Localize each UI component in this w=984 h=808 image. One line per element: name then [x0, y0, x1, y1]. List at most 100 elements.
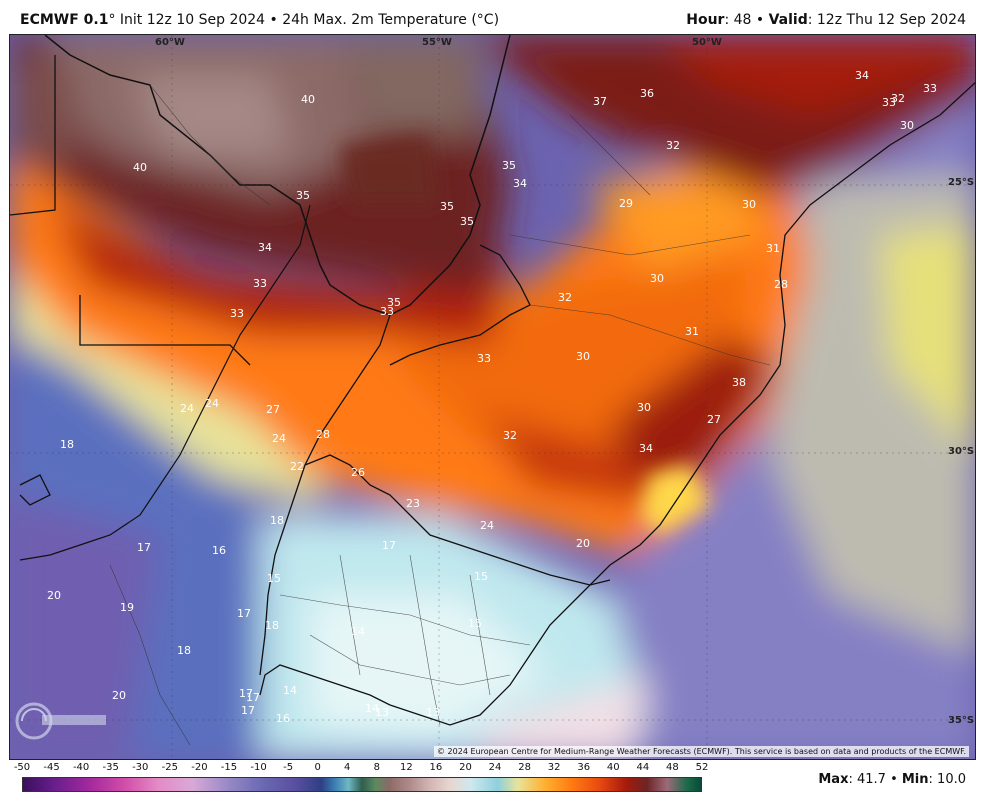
- colorbar-tick-label: -50: [13, 762, 31, 773]
- temp-label: 20: [576, 537, 590, 550]
- valid-value: : 12z Thu 12 Sep 2024: [807, 12, 966, 28]
- internal-borders: [109, 84, 771, 746]
- temp-label: 30: [900, 119, 914, 132]
- colorbar-tick-label: 0: [314, 762, 321, 773]
- max-label: Max: [818, 772, 849, 787]
- colorbar-tick-label: -30: [132, 762, 149, 773]
- colorbar-tick-label: -40: [72, 762, 90, 773]
- temp-label: 18: [270, 514, 284, 527]
- colorbar-tick-label: -35: [102, 762, 119, 773]
- hour-label: Hour: [686, 12, 725, 28]
- temperature-map[interactable]: 60°W 55°W 50°W 25°S 30°S 35°S 34 32 33 3…: [10, 35, 976, 760]
- temp-label: 27: [266, 403, 280, 416]
- temp-label: 35: [502, 159, 516, 172]
- temp-label: 20: [47, 589, 61, 602]
- colorbar-tick-label: 12: [399, 762, 413, 773]
- temp-label: 14: [283, 684, 297, 697]
- colorbar-tick-label: -15: [220, 762, 238, 773]
- lat-label: 35°S: [948, 715, 974, 726]
- forecast-time: Hour: 48 • Valid: 12z Thu 12 Sep 2024: [686, 12, 966, 28]
- colorbar-tick-label: 4: [344, 762, 351, 773]
- min-label: Min: [901, 772, 929, 787]
- temp-label: 24: [272, 432, 286, 445]
- temp-label: 24: [180, 402, 194, 415]
- colorbar-tick-label: -45: [43, 762, 60, 773]
- model-name: ECMWF 0.1: [20, 12, 109, 28]
- temp-label: 14: [351, 625, 365, 638]
- max-value: : 41.7 •: [848, 772, 902, 787]
- temp-label: 28: [316, 428, 330, 441]
- map-panel[interactable]: 60°W 55°W 50°W 25°S 30°S 35°S 34 32 33 3…: [9, 34, 976, 760]
- lat-label: 30°S: [948, 446, 974, 457]
- lat-label: 25°S: [948, 177, 974, 188]
- lon-label: 55°W: [422, 37, 452, 48]
- temp-label: 38: [732, 376, 746, 389]
- temp-label: 33: [477, 352, 491, 365]
- colorbar-tick-label: 44: [636, 762, 650, 773]
- colorbar-tick-label: 8: [373, 762, 380, 773]
- temp-label: 35: [296, 189, 310, 202]
- temp-label: 33: [230, 307, 244, 320]
- temp-label: 34: [513, 177, 527, 190]
- graticule: [10, 35, 975, 759]
- hour-value: : 48 •: [724, 12, 769, 28]
- colorbar-tick-label: 16: [429, 762, 443, 773]
- temp-label: 32: [503, 429, 517, 442]
- max-min-stats: Max: 41.7 • Min: 10.0: [818, 772, 966, 787]
- colorbar-tick-label: 28: [518, 762, 531, 773]
- temperature-labels: 34 32 33 33 30 37 36 40 32 35 34 40 35 3…: [47, 69, 937, 725]
- colorbar-tick-label: -20: [191, 762, 208, 773]
- temp-label: 33: [253, 277, 267, 290]
- colorbar-tick-label: -25: [161, 762, 178, 773]
- valid-label: Valid: [768, 12, 808, 28]
- temp-label: 17: [241, 704, 255, 717]
- temp-label: 32: [558, 291, 572, 304]
- title-text: ° Init 12z 10 Sep 2024 • 24h Max. 2m Tem…: [108, 12, 500, 28]
- temp-label: 17: [382, 539, 396, 552]
- colorbar: -50 -45 -40 -35 -30 -25 -20 -15 -10 -5 0 4 8 12 16 20 24…: [14, 762, 709, 802]
- temp-label: 31: [685, 325, 699, 338]
- temp-label: 32: [666, 139, 680, 152]
- header: ECMWF 0.1° Init 12z 10 Sep 2024 • 24h Ma…: [0, 0, 984, 34]
- temp-label: 18: [177, 644, 191, 657]
- colorbar-tick-label: 40: [606, 762, 620, 773]
- temp-label: 16: [276, 712, 290, 725]
- colorbar-tick-label: 52: [695, 762, 709, 773]
- temp-label: 40: [133, 161, 147, 174]
- temp-label: 30: [742, 198, 756, 211]
- map-boundaries: [10, 35, 975, 726]
- temp-label: 24: [205, 397, 219, 410]
- temp-label: 34: [855, 69, 869, 82]
- temp-label: 30: [650, 272, 664, 285]
- colorbar-tick-label: 48: [666, 762, 679, 773]
- temp-label: 37: [593, 95, 607, 108]
- temp-label: 16: [212, 544, 226, 557]
- temp-label: 13: [426, 706, 440, 719]
- temp-label: 31: [766, 242, 780, 255]
- temp-label: 23: [406, 497, 420, 510]
- temp-label: 33: [380, 305, 394, 318]
- temp-label: 19: [120, 601, 134, 614]
- colorbar-tick-label: -5: [283, 762, 294, 773]
- temp-label: 32: [891, 92, 905, 105]
- weatherbell-logo: [14, 699, 114, 741]
- temp-label: 36: [640, 87, 654, 100]
- temp-label: 17: [137, 541, 151, 554]
- temp-label: 13: [375, 706, 389, 719]
- temp-label: 28: [774, 278, 788, 291]
- temp-label: 17: [239, 687, 253, 700]
- temp-label: 18: [60, 438, 74, 451]
- temp-label: 35: [460, 215, 474, 228]
- temp-label: 15: [267, 572, 281, 585]
- temp-label: 17: [237, 607, 251, 620]
- colorbar-tick-label: 20: [459, 762, 472, 773]
- temp-label: 14: [365, 702, 379, 715]
- temp-label: 24: [480, 519, 494, 532]
- temp-label: 33: [882, 96, 896, 109]
- colorbar-ticks: -50 -45 -40 -35 -30 -25 -20 -15 -10 -5 0 4 8 12 16 20 24…: [14, 762, 709, 776]
- min-value: : 10.0: [928, 772, 966, 787]
- lon-label: 50°W: [692, 37, 722, 48]
- temp-label: 18: [265, 619, 279, 632]
- map-title: ECMWF 0.1° Init 12z 10 Sep 2024 • 24h Ma…: [20, 12, 499, 28]
- temp-label: 27: [707, 413, 721, 426]
